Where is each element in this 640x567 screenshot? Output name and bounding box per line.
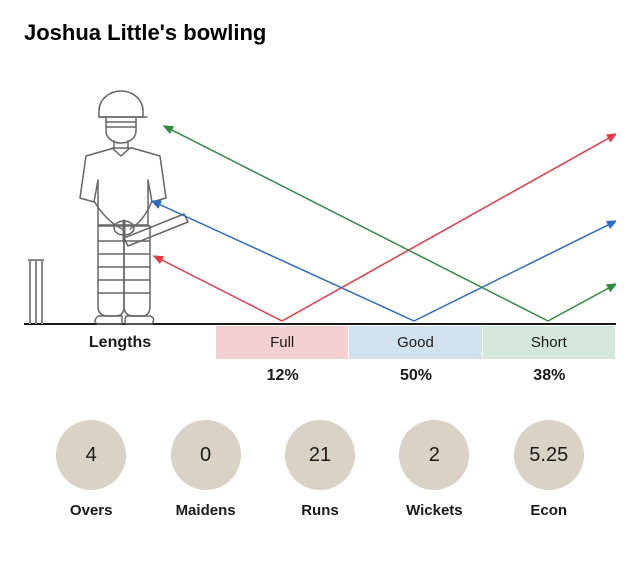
full-line-right [282,134,616,321]
stat-label: Wickets [406,502,463,519]
stat-label: Runs [301,502,339,519]
stat-maidens: 0 Maidens [171,420,241,519]
percentages-row: 12% 50% 38% [24,367,616,385]
stat-runs: 21 Runs [285,420,355,519]
stumps-icon [28,260,44,324]
batsman-icon [80,91,188,324]
diagram-svg [24,66,616,331]
stat-circle: 4 [56,420,126,490]
stat-circle: 0 [171,420,241,490]
bowling-diagram [24,66,616,331]
stat-label: Maidens [176,502,236,519]
good-line-right [414,221,616,321]
full-line-left [154,256,282,321]
pct-full: 12% [216,367,349,385]
stat-label: Overs [70,502,113,519]
lengths-label: Lengths [24,334,216,352]
stat-label: Econ [530,502,567,519]
stat-circle: 2 [399,420,469,490]
stat-circle: 5.25 [514,420,584,490]
stat-econ: 5.25 Econ [514,420,584,519]
stat-overs: 4 Overs [56,420,126,519]
page-title: Joshua Little's bowling [24,20,616,46]
pct-short: 38% [483,367,616,385]
short-line-right [548,284,616,321]
good-line-left [152,201,414,321]
trajectory-lines [152,126,616,321]
stats-row: 4 Overs 0 Maidens 21 Runs 2 Wickets 5.25… [24,420,616,519]
short-line-left [164,126,548,321]
stat-wickets: 2 Wickets [399,420,469,519]
pct-good: 50% [349,367,482,385]
stat-circle: 21 [285,420,355,490]
